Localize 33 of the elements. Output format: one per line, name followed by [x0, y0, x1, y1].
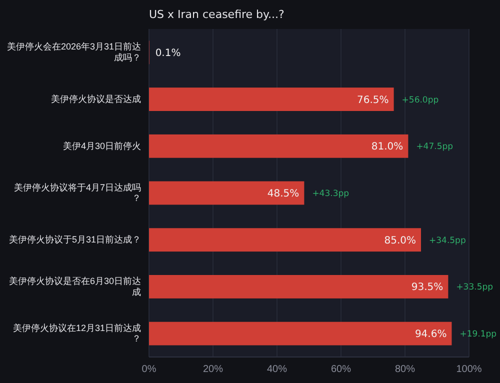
annotation: +34.5pp	[429, 236, 466, 246]
annotation: +43.3pp	[312, 188, 350, 199]
annotation: +47.5pp	[416, 142, 454, 152]
data-label: 76.5%	[357, 94, 389, 106]
data-label: 48.5%	[267, 188, 300, 200]
annotation: +33.5pp	[456, 282, 494, 293]
y-tick-label: 美伊4月30日前停火	[62, 141, 141, 152]
bar	[149, 228, 421, 252]
annotation: +56.0pp	[402, 95, 439, 106]
x-tick-label: 40%	[266, 364, 288, 376]
y-tick-label: 美伊停火会在2026年3月31日前达成吗？	[6, 42, 141, 63]
x-tick-label: 100%	[456, 364, 482, 376]
y-tick-label: 美伊停火协议于5月31日前达成？	[8, 234, 141, 245]
bar	[149, 322, 452, 346]
y-tick-label: 美伊停火协议是否在6月30日前达成	[8, 276, 141, 297]
x-tick-label: 80%	[394, 364, 416, 376]
bar	[149, 181, 304, 205]
data-label: 93.5%	[411, 282, 444, 294]
y-tick-label: 美伊停火协议在12月31日前达成？	[12, 322, 141, 344]
bar	[149, 88, 394, 111]
y-tick-label: 美伊停火协议将于4月7日达成吗？	[14, 182, 141, 204]
bar	[149, 275, 448, 298]
data-label: 0.1%	[155, 48, 181, 59]
chart-title: US x Iran ceasefire by...?	[149, 8, 284, 21]
x-tick-label: 0%	[142, 364, 156, 376]
data-label: 85.0%	[384, 235, 416, 246]
x-tick-label: 20%	[202, 364, 224, 376]
data-label: 94.6%	[414, 329, 447, 340]
data-label: 81.0%	[371, 142, 404, 153]
bar	[149, 134, 408, 158]
annotation: +19.1pp	[460, 330, 497, 340]
x-tick-label: 60%	[330, 364, 352, 376]
y-tick-label: 美伊停火协议是否达成	[51, 94, 141, 104]
